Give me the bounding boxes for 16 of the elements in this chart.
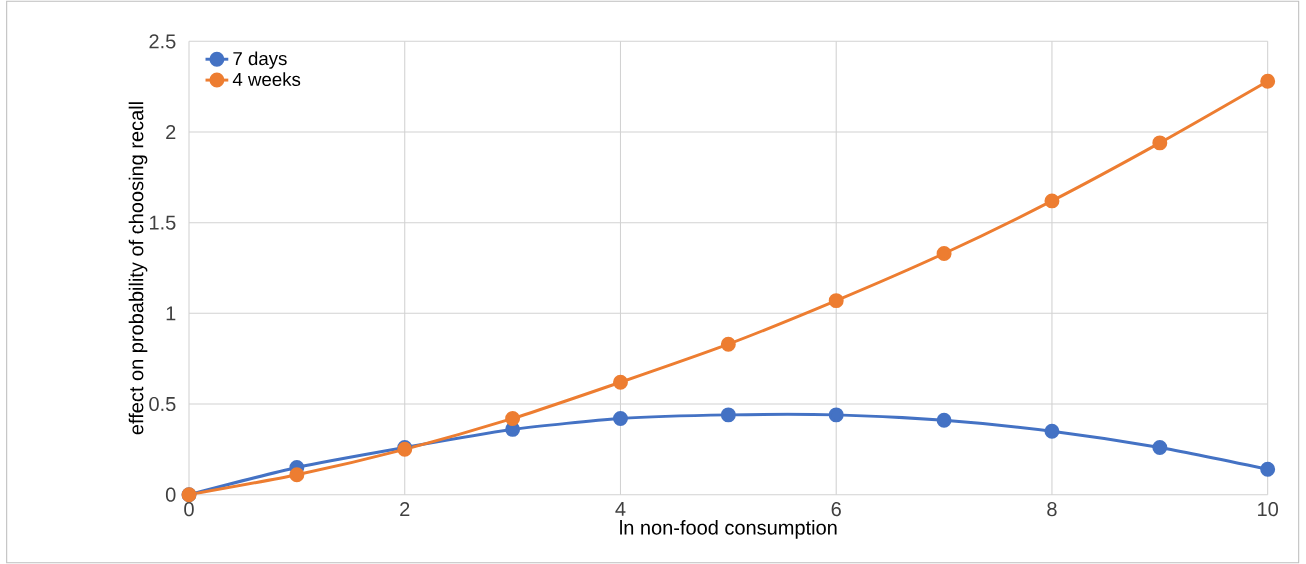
y-tick-label: 2.5 (149, 34, 176, 49)
legend-label: 7 days (233, 51, 287, 69)
x-tick-label: 0 (184, 502, 194, 517)
x-tick-label: 8 (1047, 502, 1057, 517)
x-tick-label: 10 (1258, 502, 1279, 517)
y-tick-label: 1 (166, 306, 176, 321)
x-tick-label: 2 (400, 502, 410, 517)
y-tick-label: 2 (166, 125, 176, 139)
y-tick-label: 1.5 (150, 215, 176, 230)
x-axis-title: ln non-food consumption (620, 520, 837, 539)
legend-label: 4 weeks (232, 72, 301, 87)
x-tick-label: 6 (831, 502, 841, 517)
y-tick-label: 0 (165, 487, 176, 502)
y-tick-label: 0.5 (149, 396, 176, 412)
x-tick-label: 4 (615, 502, 626, 516)
y-axis-title: effect on probability of choosing recall (128, 102, 148, 435)
